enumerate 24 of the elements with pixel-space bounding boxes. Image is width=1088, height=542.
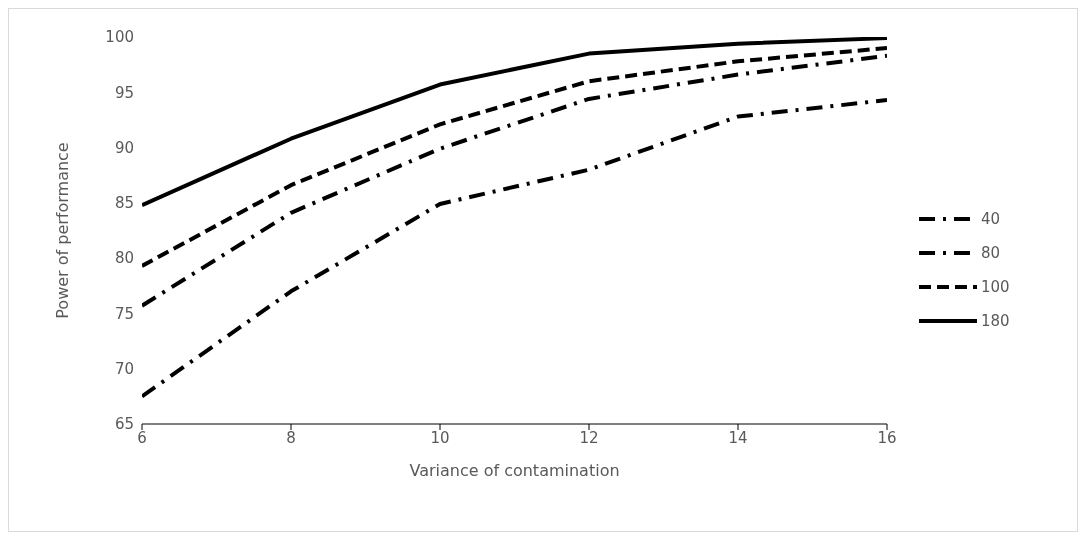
legend-label: 180 [981, 312, 1010, 330]
legend-label: 80 [981, 244, 1001, 262]
line-series [142, 53, 887, 308]
x-tick-label: 10 [430, 428, 450, 447]
x-tick-label: 12 [579, 428, 599, 447]
line-series [142, 37, 887, 208]
y-tick-label: 75 [114, 304, 134, 323]
y-tick-label: 70 [114, 360, 134, 379]
legend-label: 100 [981, 278, 1010, 296]
x-tick-label: 8 [286, 428, 296, 447]
line-series [142, 46, 887, 268]
x-axis-title: Variance of contamination [409, 461, 620, 480]
y-axis-title: Power of performance [52, 142, 72, 319]
legend-label: 40 [981, 210, 1001, 228]
x-tick-label: 16 [877, 428, 897, 447]
y-tick-label: 95 [114, 83, 134, 102]
x-tick-label: 14 [728, 428, 748, 447]
y-tick-label: 100 [105, 28, 134, 47]
y-tick-label: 65 [114, 415, 134, 434]
y-tick-label: 85 [114, 194, 134, 213]
x-tick-label: 6 [137, 428, 147, 447]
y-tick-label: 90 [114, 138, 134, 157]
y-tick-label: 80 [114, 249, 134, 268]
line-series [142, 98, 887, 399]
